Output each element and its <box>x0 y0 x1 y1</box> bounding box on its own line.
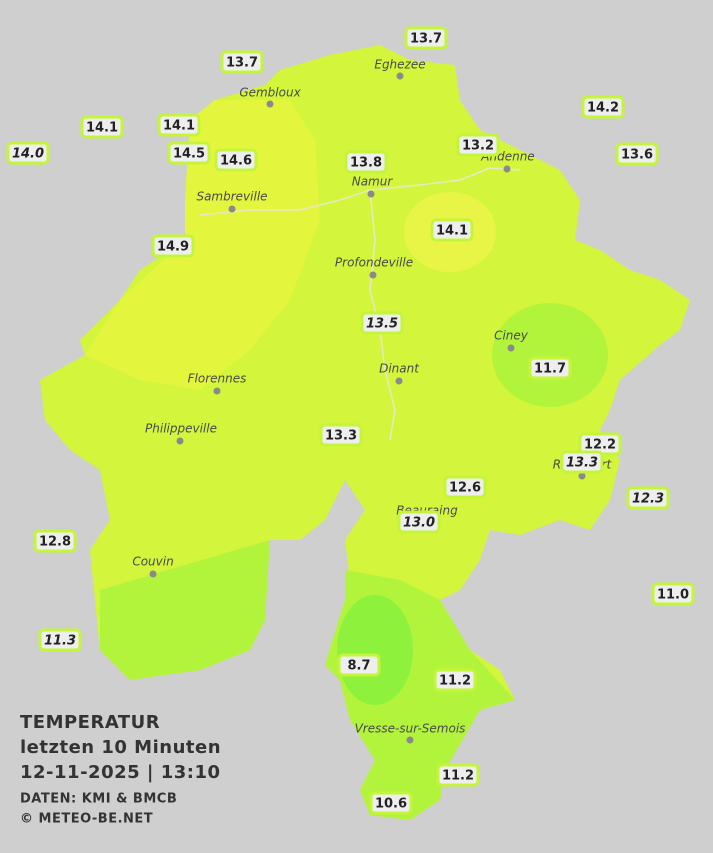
town-label: Philippeville <box>145 422 217 436</box>
station-value: 14.6 <box>220 154 252 169</box>
station-box <box>626 486 670 510</box>
town-dot <box>406 736 414 744</box>
town-label: Vresse-sur-Semois <box>355 722 466 736</box>
station-value: 13.7 <box>226 56 258 71</box>
town-dot <box>396 72 404 80</box>
town-label: Namur <box>352 175 394 189</box>
station-value: 13.5 <box>366 317 398 332</box>
town-dot <box>176 437 184 445</box>
station-value: 13.6 <box>621 148 653 163</box>
cool-zone <box>100 540 270 680</box>
station-box <box>319 423 363 447</box>
station-box <box>80 115 124 139</box>
station-value: 13.0 <box>403 516 435 531</box>
station-value: 13.8 <box>350 156 382 171</box>
town-label: Sambreville <box>196 190 267 204</box>
stations: 13.7 13.7 14.2 14.1 14.1 14.0 14.5 14.6 13.8 13.2… <box>6 26 695 815</box>
station-value: 14.1 <box>163 119 195 134</box>
station-value: 12.8 <box>39 535 71 550</box>
credit-line: © METEO-BE.NET <box>20 812 153 827</box>
station-box <box>151 234 195 258</box>
station-box <box>433 668 477 692</box>
town-dot <box>367 190 375 198</box>
station-value: 11.7 <box>534 362 566 377</box>
station-value: 12.3 <box>632 492 664 507</box>
town-dot <box>228 205 236 213</box>
station-value: 12.6 <box>449 481 481 496</box>
station-box <box>369 791 413 815</box>
town-dot <box>149 570 157 578</box>
warm-zone <box>85 100 320 390</box>
town-label: Dinant <box>379 362 420 376</box>
town-label: Ciney <box>494 329 529 343</box>
title-line: TEMPERATUR <box>20 712 160 733</box>
station-value: 14.5 <box>173 147 205 162</box>
town-label: Eghezee <box>374 58 425 72</box>
town-dot <box>369 271 377 279</box>
station-box <box>157 113 201 137</box>
town-dot <box>507 344 515 352</box>
station-box <box>443 475 487 499</box>
town-dot <box>578 472 586 480</box>
station-box <box>337 653 381 677</box>
station-value: 8.7 <box>347 659 370 674</box>
station-value: 13.3 <box>566 456 598 471</box>
title-line: 12-11-2025 | 13:10 <box>20 762 221 783</box>
station-box <box>430 218 474 242</box>
station-value: 14.2 <box>587 101 619 116</box>
station-box <box>344 150 388 174</box>
town-label: Florennes <box>188 372 247 386</box>
station-value: 12.2 <box>584 438 616 453</box>
station-box <box>651 582 695 606</box>
station-value: 13.3 <box>325 429 357 444</box>
station-box <box>404 26 448 50</box>
station-box <box>214 148 258 172</box>
station-value: 14.0 <box>12 147 44 162</box>
title-line: letzten 10 Minuten <box>20 737 221 758</box>
station-value: 13.2 <box>462 139 494 154</box>
station-value: 14.9 <box>157 240 189 255</box>
station-box <box>615 142 659 166</box>
station-box <box>33 529 77 553</box>
station-box <box>436 763 480 787</box>
station-value: 11.3 <box>44 634 76 649</box>
station-box <box>581 95 625 119</box>
station-value: 14.1 <box>436 224 468 239</box>
cool-zone <box>492 303 608 407</box>
station-value: 11.2 <box>439 674 471 689</box>
station-value: 13.7 <box>410 32 442 47</box>
title-block: TEMPERATUR letzten 10 Minuten 12-11-2025 |… <box>20 712 221 827</box>
station-box <box>167 141 211 165</box>
town-dot <box>266 100 274 108</box>
station-value: 10.6 <box>375 797 407 812</box>
station-box <box>6 141 50 165</box>
town-dot <box>395 377 403 385</box>
town-label: Profondeville <box>335 256 413 270</box>
station-box <box>397 510 441 534</box>
station-box <box>360 311 404 335</box>
station-box <box>528 356 572 380</box>
town-dot <box>503 165 511 173</box>
cold-zone <box>337 595 413 705</box>
town-dot <box>213 387 221 395</box>
station-value: 11.0 <box>657 588 689 603</box>
station-box <box>560 450 604 474</box>
station-box <box>38 628 82 652</box>
station-box <box>456 133 500 157</box>
town-label: Couvin <box>132 555 173 569</box>
station-value: 11.2 <box>442 769 474 784</box>
station-box <box>220 50 264 74</box>
town-label: Gembloux <box>239 86 301 100</box>
credit-line: DATEN: KMI & BMCB <box>20 792 177 807</box>
station-value: 14.1 <box>86 121 118 136</box>
